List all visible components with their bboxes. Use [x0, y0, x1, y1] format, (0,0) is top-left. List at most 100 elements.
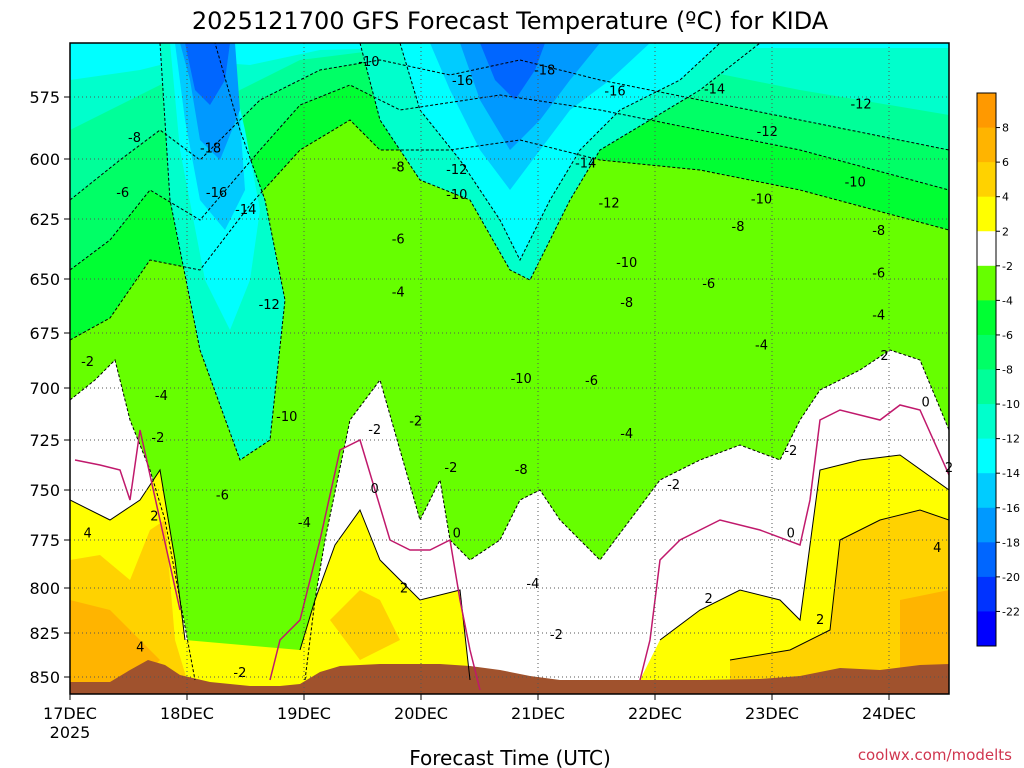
credit-link[interactable]: coolwx.com/modelts	[858, 746, 1012, 764]
contour-label: -18	[534, 64, 555, 79]
band-minus-10	[70, 43, 949, 200]
contour-label: -10	[511, 372, 532, 387]
y-tick-label: 625	[29, 210, 60, 229]
contour-label: -8	[732, 220, 745, 235]
colorbar-label: 2	[1002, 225, 1009, 238]
band-plus-2	[70, 455, 949, 694]
contour-label: -18	[200, 142, 221, 157]
contour-line	[359, 43, 761, 281]
contour-label: -10	[446, 188, 467, 203]
x-tick-label: 19DEC	[277, 704, 331, 723]
dashed-contours	[70, 43, 949, 681]
y-tick-label: 575	[29, 88, 60, 107]
contour-label: -6	[116, 186, 129, 201]
y-tick-label: 800	[29, 579, 60, 598]
colorbar-swatch	[977, 127, 996, 163]
y-tick-label: 850	[29, 668, 60, 687]
y-tick-label: 825	[29, 624, 60, 643]
colorbar-label: -14	[1002, 467, 1020, 480]
x-tick-sublabel: 2025	[50, 723, 91, 742]
contour-fill	[70, 43, 949, 694]
contour-label: -14	[575, 157, 596, 172]
contour-line	[299, 508, 471, 681]
contour-line	[159, 43, 286, 461]
colorbar-label: -10	[1002, 398, 1020, 411]
contour-label: -6	[872, 266, 885, 281]
contour-label: -2	[368, 423, 381, 438]
x-axis: 17DEC 2025 18DEC 19DEC 20DEC 21DEC 22DEC…	[43, 694, 916, 742]
contour-label: 0	[921, 395, 929, 410]
contour-label: -2	[550, 628, 563, 643]
colorbar-label: -12	[1002, 433, 1020, 446]
contour-label: 2	[880, 349, 888, 364]
colorbar-label: -22	[1002, 605, 1020, 618]
contour-label: 4	[83, 526, 91, 541]
colorbar-label: -8	[1002, 364, 1013, 377]
colorbar-swatch	[977, 265, 996, 301]
colorbar-swatch	[977, 576, 996, 612]
colorbar-swatch	[977, 507, 996, 543]
contour-label: 2	[816, 613, 824, 628]
contour-line	[729, 509, 949, 661]
contour-label: -10	[358, 55, 379, 70]
contour-line	[639, 404, 949, 681]
contour-label: 0	[453, 526, 461, 541]
contour-label: -6	[585, 374, 598, 389]
contour-label: -10	[845, 176, 866, 191]
colorbar-swatch	[977, 93, 996, 129]
contour-line	[70, 119, 949, 341]
contour-label: -2	[233, 666, 246, 681]
colorbar-swatch	[977, 196, 996, 232]
contour-line	[74, 429, 181, 611]
contour-label: -8	[515, 463, 528, 478]
x-tick-label: 18DEC	[160, 704, 214, 723]
y-tick-label: 750	[29, 481, 60, 500]
contour-label: 4	[136, 641, 144, 656]
contour-label: -2	[667, 478, 680, 493]
y-tick-label: 600	[29, 150, 60, 169]
contour-label: -2	[409, 414, 422, 429]
contour-label: -2	[444, 461, 457, 476]
x-tick-label: 22DEC	[628, 704, 682, 723]
solid-contours	[70, 454, 949, 681]
y-tick-label: 700	[29, 379, 60, 398]
colorbar-swatch	[977, 300, 996, 336]
contour-label: -16	[452, 74, 473, 89]
colorbar-swatch	[977, 162, 996, 198]
contour-label: -16	[206, 186, 227, 201]
contour-label: -12	[446, 163, 467, 178]
contour-label: 2	[705, 592, 713, 607]
band-minus-14	[70, 43, 949, 80]
colorbar-label: -16	[1002, 502, 1020, 515]
colorbar-label: 8	[1002, 122, 1009, 135]
contour-label: -2	[784, 444, 797, 459]
cold-pocket-left-core-3	[185, 43, 230, 105]
contour-label: -16	[604, 85, 625, 100]
y-tick-label: 725	[29, 431, 60, 450]
contour-label: -6	[216, 488, 229, 503]
contour-line	[304, 349, 949, 681]
colorbar-swatch	[977, 611, 996, 647]
colorbar-swatches	[977, 93, 996, 647]
colorbar-label: -6	[1002, 329, 1013, 342]
colorbar-labels: 8 6 4 2 -2 -4 -6 -8 -10 -12 -14 -16 -18 -20 -22	[996, 122, 1020, 618]
x-tick-label: 17DEC	[43, 704, 97, 723]
contour-label: -2	[151, 431, 164, 446]
contour-label: -8	[872, 224, 885, 239]
contour-label: -14	[704, 83, 725, 98]
contour-line	[70, 59, 949, 201]
x-tick-label: 23DEC	[745, 704, 799, 723]
colorbar-label: -4	[1002, 294, 1013, 307]
colorbar-label: -18	[1002, 536, 1020, 549]
contour-label: 4	[933, 541, 941, 556]
contour-label: -4	[872, 309, 885, 324]
contour-label: -12	[757, 125, 778, 140]
colorbar-label: -2	[1002, 260, 1013, 273]
contour-label: -4	[526, 577, 539, 592]
contour-label: -4	[755, 338, 768, 353]
contour-label: -12	[259, 298, 280, 313]
contour-line	[659, 454, 949, 641]
contour-label: 2	[150, 510, 158, 525]
x-tick-label: 21DEC	[511, 704, 565, 723]
colorbar-label: -20	[1002, 571, 1020, 584]
